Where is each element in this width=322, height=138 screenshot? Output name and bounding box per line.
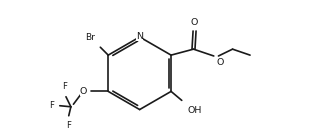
Text: F: F [66, 121, 71, 130]
Text: F: F [50, 101, 54, 110]
Text: Br: Br [86, 33, 95, 42]
Text: O: O [216, 58, 224, 67]
Text: N: N [136, 32, 143, 42]
Text: O: O [80, 87, 87, 96]
Text: OH: OH [187, 106, 202, 115]
Text: O: O [191, 18, 198, 27]
Text: F: F [62, 82, 67, 91]
